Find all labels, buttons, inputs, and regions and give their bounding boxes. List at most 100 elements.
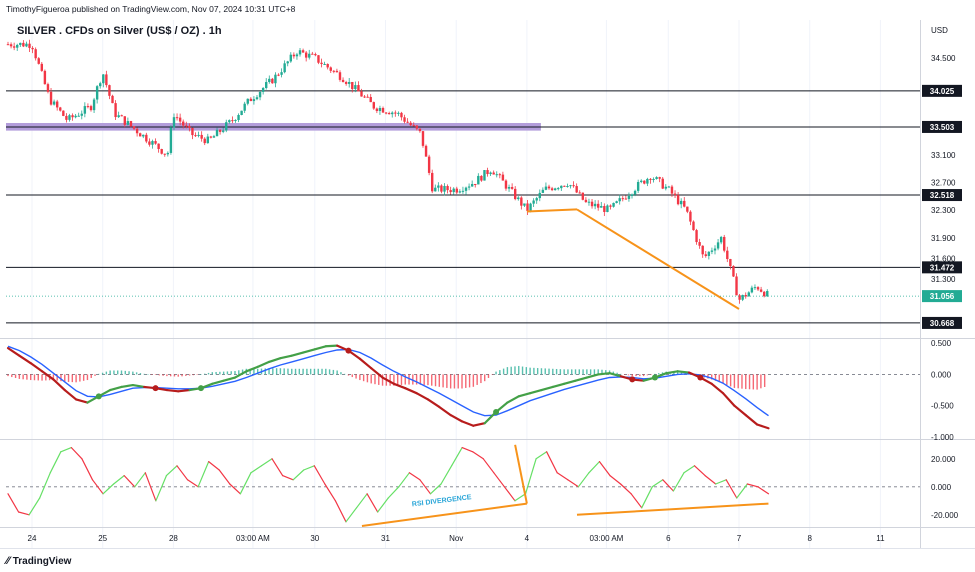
candle-body [520,197,523,206]
rsi-line-segment [630,493,643,509]
candle-body [99,83,102,87]
candle-body [581,192,585,200]
price-tick-label: 31.300 [931,275,956,284]
candle-body [200,134,203,139]
candle-body [535,198,538,201]
macd-histogram-bar [714,374,717,381]
rsi-line-segment [292,469,305,481]
candle-body [593,203,597,207]
candle-body [138,133,142,137]
candle-body [495,174,498,176]
macd-histogram-bar [616,372,618,375]
candle-body [723,236,726,251]
rsi-line-segment [693,465,706,477]
macd-histogram-bar [124,370,126,375]
macd-histogram-bar [147,374,149,375]
candle-body [52,101,56,105]
symbol-title[interactable]: SILVER . CFDs on Silver (US$ / OZ) . 1h [17,25,222,37]
candle-body [292,54,296,57]
macd-histogram-bar [249,368,251,375]
tradingview-icon: ⁄⁄ [6,555,10,567]
candle-body [265,82,268,88]
level-tag-label: 30.668 [930,319,955,328]
candle-body [295,54,299,57]
macd-histogram-bar [763,374,766,387]
candle-body [750,287,754,293]
macd-histogram-bar [510,366,512,375]
rsi-line-segment [619,483,632,495]
macd-histogram-bar [442,374,444,388]
candle-body [759,289,763,292]
macd-line-segment [710,382,725,395]
price-axis[interactable]: 34.500 33.100 32.700 32.300 31.900 31.600 31.3… [931,54,956,284]
candle-body [271,78,274,84]
candle-body [142,134,145,137]
macd-histogram-bar [722,374,724,384]
macd-axis[interactable]: 0.500 0.000 -0.500 -1.000 [931,339,954,442]
tradingview-logo[interactable]: ⁄⁄ TradingView [6,555,71,567]
macd-line-segment [40,370,55,381]
candle-body [710,250,714,252]
candle-body [326,63,329,68]
candle-body [443,186,446,192]
macd-line-segment [177,388,191,393]
candle-body [403,117,406,122]
candle-body [716,242,720,249]
macd-tick-label: -0.500 [931,402,954,411]
macd-histogram-bar [98,373,100,375]
candle-body [492,172,495,175]
time-axis[interactable]: 24 25 28 03:00 AM 30 31 Nov 4 03:00 AM 6 7 8 11 [28,534,886,543]
candle-body [86,106,90,108]
rsi-line-segment [271,458,284,477]
candle-body [105,74,108,86]
macd-histogram-bar [14,374,17,378]
rsi-axis[interactable]: 20.000 0.000 -20.000 [931,455,959,520]
macd-histogram-bar [215,371,217,375]
macd-histogram-bar [230,371,232,375]
candle-body [437,185,440,188]
candle-body [40,63,44,71]
time-tick-label: Nov [449,534,463,543]
candle-body [111,95,114,104]
candle-body [77,115,80,117]
macd-histogram-bar [325,368,327,375]
level-price-tags: 34.025 33.503 32.518 31.472 30.668 [922,84,962,329]
candle-body [424,145,428,157]
candle-body [62,110,65,116]
rsi-trendline [514,444,528,504]
candle-body [596,203,600,208]
macd-histogram-bar [646,374,649,376]
candle-body [572,185,575,187]
macd-histogram-bar [578,369,580,375]
macd-histogram-bar [362,374,365,382]
rsi-line-segment [672,472,685,492]
macd-histogram-bar [495,371,497,375]
macd-histogram-bar [597,369,599,375]
candle-body [532,200,535,204]
rsi-line-segment [577,472,590,488]
macd-histogram-bar [563,369,565,375]
candle-body [274,74,277,84]
rsi-tick-label: -20.000 [931,511,959,520]
currency-label[interactable]: USD [931,26,948,35]
candle-body [258,91,262,98]
time-tick-label: 7 [737,534,742,543]
rsi-line-segment [503,486,516,502]
rsi-line-segment [303,465,315,471]
macd-signal-line [7,345,769,417]
rsi-line-segment [91,479,104,495]
macd-histogram-bar [593,369,596,375]
macd-histogram-bar [181,374,183,377]
rsi-divergence-label: RSI DIVERGENCE [412,494,473,508]
time-tick-label: 30 [310,534,319,543]
macd-histogram-bar [548,368,550,375]
candle-body [474,183,477,185]
price-trendline [526,208,578,213]
level-tag-label: 34.025 [930,87,955,96]
macd-cross-dot [152,385,159,392]
rsi-line-segment [208,461,220,471]
macd-line-segment [404,387,418,395]
macd-histogram-bar [268,368,270,375]
rsi-line-segment [282,475,294,481]
